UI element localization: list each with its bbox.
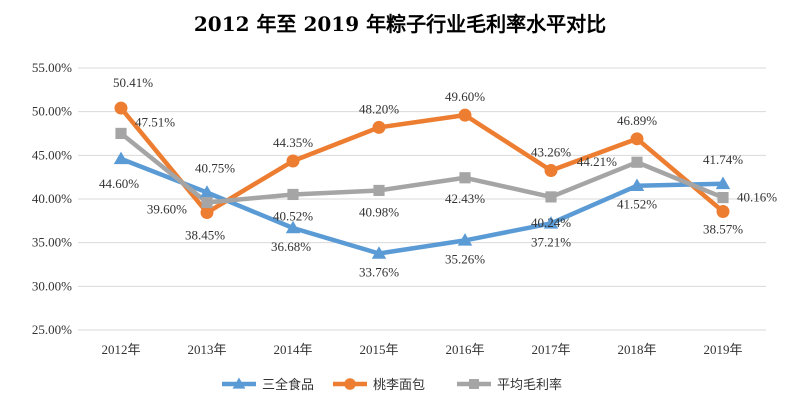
y-tick-label: 50.00% <box>32 104 72 119</box>
data-label: 44.35% <box>273 135 313 150</box>
data-label: 43.26% <box>531 145 571 160</box>
data-point <box>115 127 127 139</box>
data-point <box>373 184 385 197</box>
y-tick-label: 45.00% <box>32 147 72 162</box>
data-point <box>344 378 356 390</box>
legend-label: 平均毛利率 <box>497 377 562 393</box>
x-tick-label: 2015年 <box>359 342 398 357</box>
data-label: 40.52% <box>273 208 313 223</box>
data-label: 37.21% <box>531 234 571 249</box>
data-point <box>285 220 301 234</box>
data-label: 41.52% <box>617 197 657 212</box>
data-point <box>457 233 473 246</box>
data-label: 36.68% <box>271 239 311 254</box>
data-point <box>371 246 387 259</box>
data-point <box>287 188 299 201</box>
data-label: 49.60% <box>445 89 485 104</box>
data-point <box>200 206 214 220</box>
data-point <box>372 120 386 134</box>
x-tick-label: 2018年 <box>617 342 656 357</box>
data-point <box>459 172 471 184</box>
data-point <box>717 192 729 204</box>
data-label: 44.21% <box>577 154 617 169</box>
data-point <box>232 377 246 389</box>
y-tick-label: 55.00% <box>32 60 72 75</box>
data-label: 48.20% <box>359 101 399 116</box>
data-label: 40.98% <box>359 204 399 219</box>
y-tick-label: 30.00% <box>32 278 72 293</box>
series-line <box>118 131 726 205</box>
data-label: 47.51% <box>135 114 175 129</box>
data-label: 39.60% <box>147 201 187 216</box>
x-tick-label: 2016年 <box>445 342 484 357</box>
data-point <box>715 176 731 190</box>
y-tick-label: 35.00% <box>32 235 72 250</box>
legend-label: 桃李面包 <box>373 378 425 393</box>
data-label: 38.45% <box>185 228 225 243</box>
data-point <box>201 196 213 209</box>
data-point <box>629 178 645 191</box>
data-point <box>113 151 129 165</box>
x-tick-label: 2014年 <box>273 342 312 357</box>
data-label: 35.26% <box>445 251 485 266</box>
data-point <box>716 205 730 218</box>
chart-title: 2012 年至 2019 年粽子行业毛利率水平对比 <box>193 12 607 36</box>
y-tick-label: 25.00% <box>32 322 72 337</box>
x-tick-label: 2012年 <box>101 342 140 357</box>
y-tick-label: 40.00% <box>32 191 72 206</box>
data-point <box>114 101 128 115</box>
data-label: 40.16% <box>737 190 777 205</box>
data-point <box>630 132 644 146</box>
data-label: 38.57% <box>703 221 743 236</box>
data-point <box>543 216 559 229</box>
data-point <box>286 154 300 168</box>
data-point <box>199 185 215 198</box>
data-point <box>544 164 558 178</box>
data-label: 41.74% <box>703 152 743 167</box>
data-point <box>469 379 479 389</box>
x-tick-label: 2019年 <box>703 342 742 357</box>
x-tick-label: 2017年 <box>531 342 570 357</box>
data-point <box>631 156 643 168</box>
data-label: 50.41% <box>113 75 153 90</box>
data-point <box>458 108 472 122</box>
data-point <box>545 191 557 203</box>
x-tick-label: 2013年 <box>187 342 226 357</box>
data-label: 46.89% <box>617 113 657 128</box>
series-line <box>118 156 726 256</box>
series-line <box>118 105 726 215</box>
data-label: 42.43% <box>445 191 485 206</box>
data-label: 40.24% <box>531 215 571 230</box>
data-label: 33.76% <box>359 264 399 279</box>
legend-label: 三全食品 <box>262 377 314 393</box>
data-label: 40.75% <box>195 160 235 175</box>
data-label: 44.60% <box>99 176 139 191</box>
